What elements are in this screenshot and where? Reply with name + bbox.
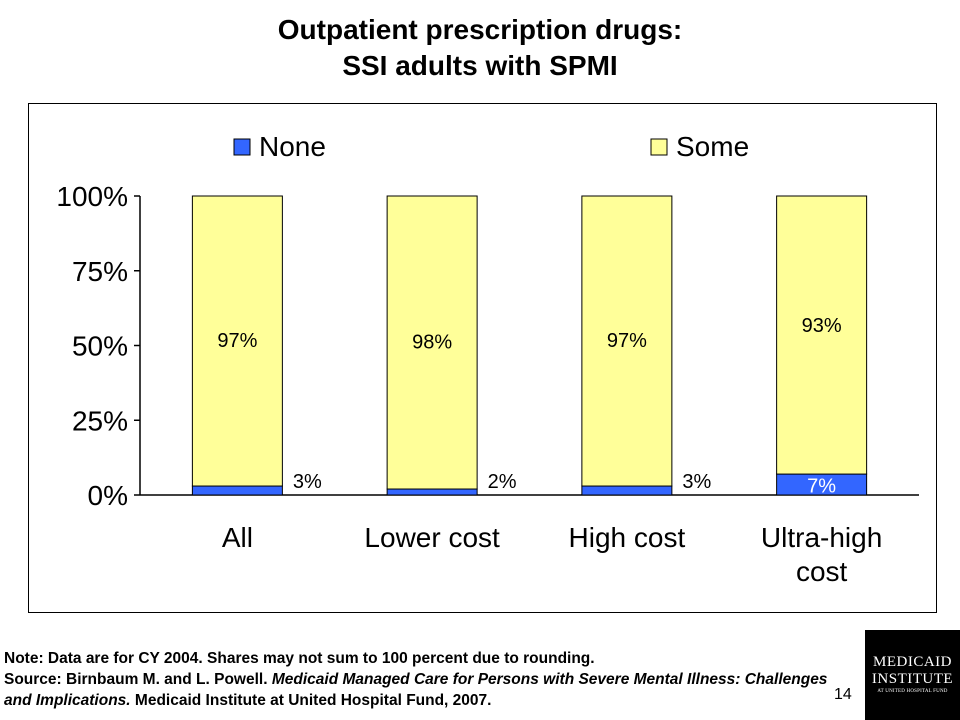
bar-none (386, 488, 478, 496)
source-line: Source: Birnbaum M. and L. Powell. Medic… (4, 669, 834, 711)
logo-line2: INSTITUTE (871, 671, 954, 687)
x-category-label: cost (796, 556, 848, 587)
data-label-none: 2% (488, 471, 517, 493)
data-label-none: 3% (682, 471, 711, 493)
footnote: Note: Data are for CY 2004. Shares may n… (4, 648, 834, 711)
bar-none (191, 485, 283, 496)
logo-line1: MEDICAID (873, 654, 952, 670)
y-tick-label: 75% (72, 256, 128, 287)
bar-some (581, 195, 673, 487)
legend-swatch-some (650, 138, 668, 156)
bar-some (386, 195, 478, 490)
x-category-label: High cost (569, 522, 686, 553)
source-prefix: Source: Birnbaum M. and L. Powell. (4, 671, 272, 688)
chart-title: Outpatient prescription drugs: SSI adult… (0, 12, 960, 84)
data-label-some: 97% (217, 330, 257, 352)
data-label-some: 98% (412, 332, 452, 354)
x-category-label: Ultra-high (761, 522, 882, 553)
legend-label-some: Some (676, 131, 749, 162)
page-number: 14 (834, 686, 852, 703)
logo-line3: AT UNITED HOSPITAL FUND (877, 689, 948, 694)
y-tick-label: 25% (72, 405, 128, 436)
bar-none (581, 485, 673, 496)
note-line: Note: Data are for CY 2004. Shares may n… (4, 650, 595, 667)
x-category-label: All (222, 522, 253, 553)
data-label-none: 3% (293, 471, 322, 493)
data-label-some: 93% (802, 315, 842, 337)
data-label-none: 7% (807, 476, 836, 498)
bar-some (191, 195, 283, 487)
stacked-bar-chart: None Some 0% 25% 50% 75% 100% 3% 97% All 2% 98% Lowe… (56, 131, 919, 587)
legend-label-none: None (259, 131, 326, 162)
bar-some (776, 195, 868, 475)
y-tick-label: 100% (56, 181, 128, 212)
medicaid-institute-logo: MEDICAID INSTITUTE AT UNITED HOSPITAL FU… (865, 630, 960, 720)
y-tick-label: 50% (72, 331, 128, 362)
legend-swatch-none (233, 138, 251, 156)
source-title: Medicaid Managed Care for Persons with S… (4, 671, 828, 709)
source-suffix: Medicaid Institute at United Hospital Fu… (130, 692, 492, 709)
chart-title-line1: Outpatient prescription drugs: (277, 14, 683, 45)
chart-frame: None Some 0% 25% 50% 75% 100% 3% 97% All 2% 98% Lowe… (28, 103, 937, 613)
chart-title-line2: SSI adults with SPMI (342, 50, 618, 81)
y-tick-label: 0% (88, 480, 128, 511)
data-label-some: 97% (607, 330, 647, 352)
x-category-label: Lower cost (364, 522, 500, 553)
